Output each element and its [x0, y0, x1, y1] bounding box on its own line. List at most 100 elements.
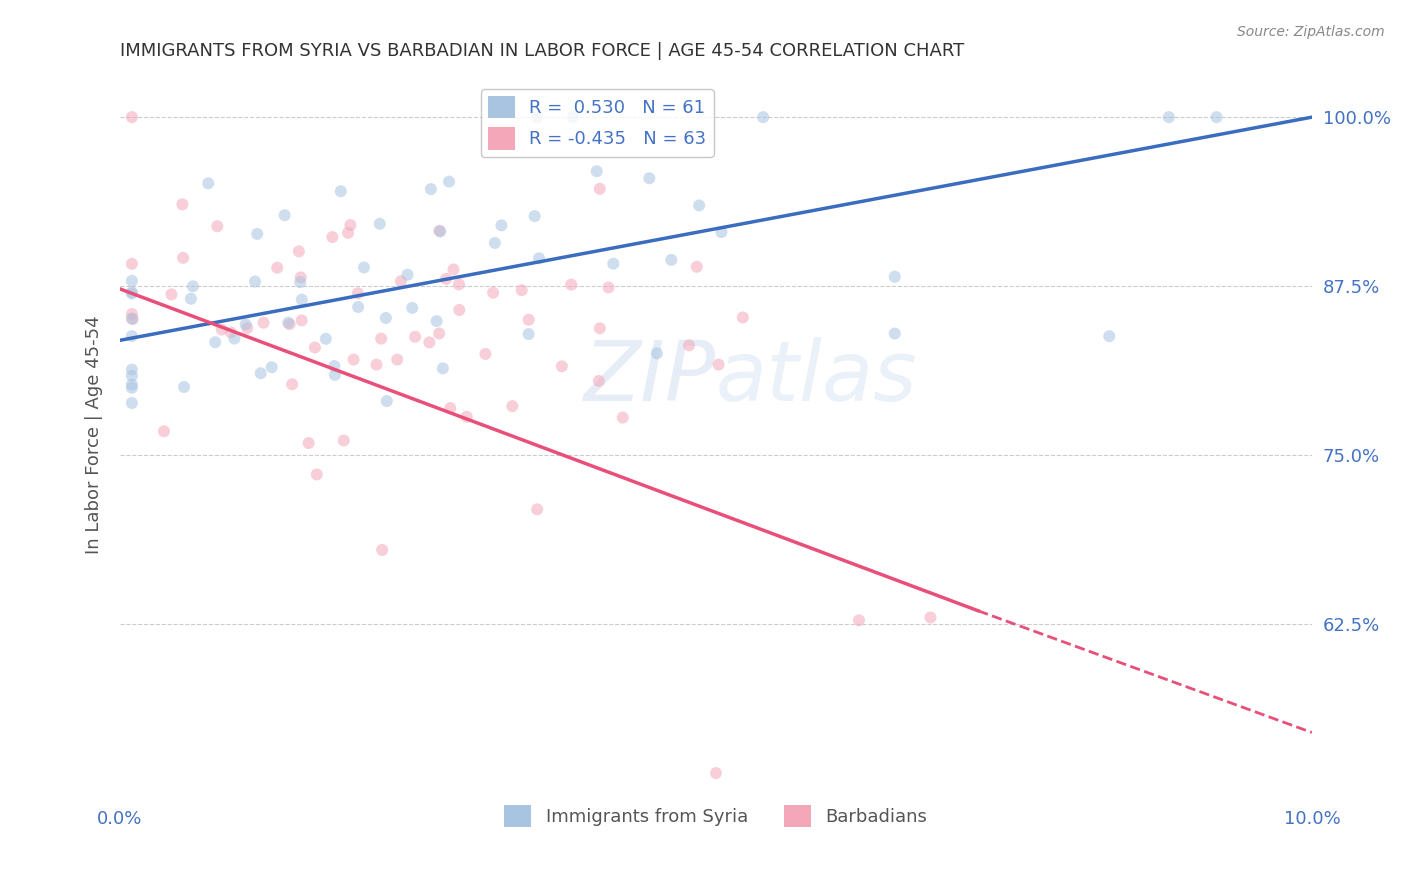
Point	[197, 176, 219, 190]
Point	[266, 260, 288, 275]
Point	[434, 272, 457, 286]
Point	[370, 332, 392, 346]
Point	[404, 330, 426, 344]
Text: Source: ZipAtlas.com: Source: ZipAtlas.com	[1237, 25, 1385, 39]
Point	[121, 311, 143, 326]
Point	[121, 396, 143, 410]
Point	[678, 338, 700, 352]
Point	[426, 314, 449, 328]
Point	[387, 352, 409, 367]
Point	[848, 613, 870, 627]
Point	[153, 424, 176, 438]
Point	[368, 217, 391, 231]
Point	[236, 321, 259, 335]
Point	[339, 218, 361, 232]
Point	[304, 341, 326, 355]
Point	[551, 359, 574, 374]
Legend: Immigrants from Syria, Barbadians: Immigrants from Syria, Barbadians	[498, 798, 935, 835]
Point	[517, 312, 540, 326]
Point	[121, 110, 143, 124]
Point	[447, 277, 470, 292]
Point	[180, 292, 202, 306]
Point	[527, 251, 550, 265]
Point	[172, 197, 194, 211]
Point	[429, 225, 451, 239]
Point	[323, 359, 346, 373]
Point	[688, 198, 710, 212]
Point	[659, 252, 682, 267]
Point	[342, 352, 364, 367]
Point	[731, 310, 754, 325]
Point	[456, 409, 478, 424]
Point	[427, 224, 450, 238]
Point	[121, 257, 143, 271]
Point	[589, 321, 612, 335]
Point	[246, 227, 269, 241]
Point	[883, 326, 905, 341]
Point	[121, 274, 143, 288]
Point	[432, 361, 454, 376]
Point	[290, 270, 312, 285]
Point	[260, 360, 283, 375]
Text: ZIP: ZIP	[583, 337, 716, 418]
Point	[686, 260, 709, 274]
Point	[526, 110, 548, 124]
Point	[273, 208, 295, 222]
Point	[482, 285, 505, 300]
Point	[353, 260, 375, 275]
Point	[121, 312, 143, 326]
Point	[517, 326, 540, 341]
Point	[588, 374, 610, 388]
Text: 0.0%: 0.0%	[97, 810, 142, 828]
Point	[443, 262, 465, 277]
Point	[121, 377, 143, 392]
Point	[323, 368, 346, 382]
Point	[371, 543, 394, 558]
Point	[401, 301, 423, 315]
Point	[427, 326, 450, 341]
Point	[1098, 329, 1121, 343]
Y-axis label: In Labor Force | Age 45-54: In Labor Force | Age 45-54	[86, 316, 103, 554]
Point	[249, 366, 271, 380]
Point	[710, 225, 733, 239]
Point	[121, 329, 143, 343]
Point	[207, 219, 229, 234]
Point	[332, 434, 354, 448]
Point	[523, 209, 546, 223]
Point	[439, 401, 461, 416]
Point	[298, 436, 321, 450]
Point	[290, 275, 312, 289]
Point	[347, 300, 370, 314]
Point	[172, 251, 194, 265]
Point	[396, 268, 419, 282]
Point	[638, 171, 661, 186]
Point	[418, 335, 440, 350]
Point	[501, 399, 523, 413]
Point	[235, 318, 257, 332]
Point	[704, 766, 727, 780]
Point	[645, 346, 668, 360]
Point	[211, 322, 233, 336]
Text: IMMIGRANTS FROM SYRIA VS BARBADIAN IN LABOR FORCE | AGE 45-54 CORRELATION CHART: IMMIGRANTS FROM SYRIA VS BARBADIAN IN LA…	[120, 42, 965, 60]
Point	[347, 286, 370, 301]
Point	[560, 277, 582, 292]
Point	[920, 610, 942, 624]
Point	[484, 235, 506, 250]
Point	[1205, 110, 1227, 124]
Point	[243, 275, 266, 289]
Point	[419, 182, 441, 196]
Point	[1157, 110, 1180, 124]
Point	[277, 316, 299, 330]
Point	[291, 293, 314, 307]
Point	[204, 335, 226, 350]
Text: atlas: atlas	[716, 337, 918, 418]
Point	[305, 467, 328, 482]
Point	[707, 358, 730, 372]
Point	[526, 502, 548, 516]
Point	[612, 410, 634, 425]
Point	[366, 358, 388, 372]
Point	[561, 110, 583, 124]
Point	[883, 269, 905, 284]
Point	[121, 307, 143, 321]
Point	[291, 313, 314, 327]
